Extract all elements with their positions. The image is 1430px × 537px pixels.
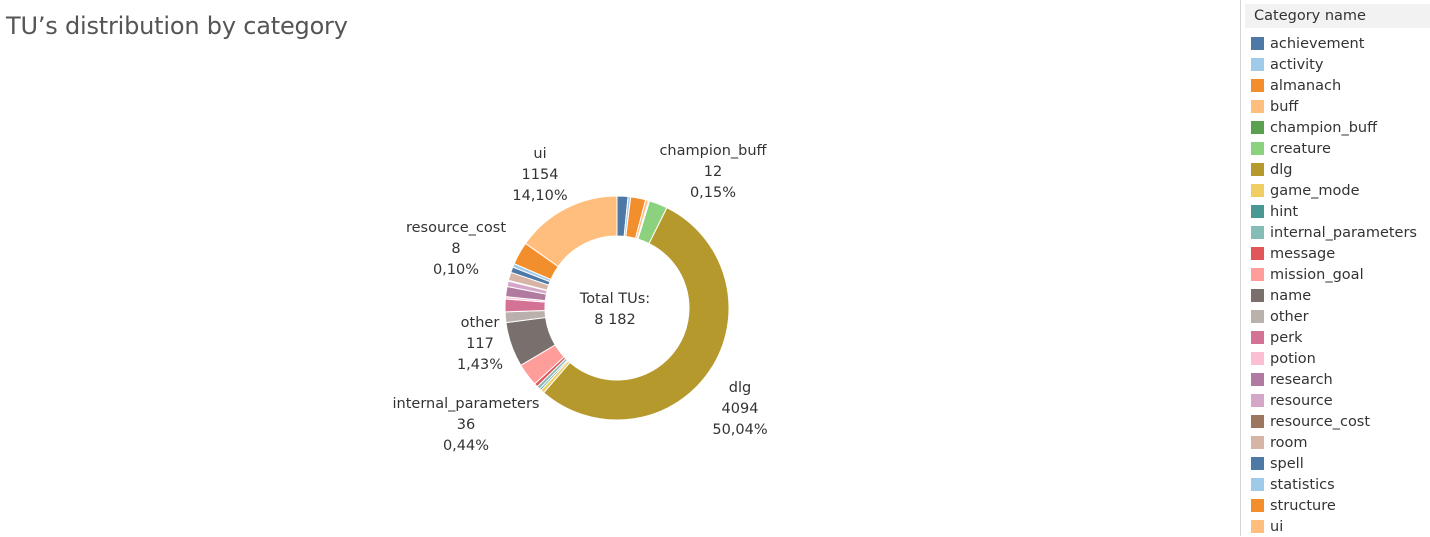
legend-label: spell	[1270, 455, 1304, 472]
slice-label-dlg: dlg 4094 50,04%	[712, 380, 767, 438]
legend-swatch	[1251, 58, 1264, 71]
legend-swatch	[1251, 478, 1264, 491]
legend-item-resource-cost[interactable]: resource_cost	[1251, 411, 1417, 432]
center-label: Total TUs:	[579, 291, 650, 307]
legend-label: creature	[1270, 140, 1331, 157]
donut-chart: Total TUs: 8 182 champion_buff 12 0,15%dlg…	[393, 143, 768, 454]
legend-swatch	[1251, 457, 1264, 470]
slice-dlg[interactable]	[543, 207, 730, 421]
legend-swatch	[1251, 373, 1264, 386]
legend-label: ui	[1270, 518, 1284, 535]
legend-item-research[interactable]: research	[1251, 369, 1417, 390]
legend-label: structure	[1270, 497, 1336, 514]
legend-label: resource_cost	[1270, 413, 1371, 430]
legend-label: activity	[1270, 56, 1324, 73]
slice-label-ui: ui 1154 14,10%	[512, 146, 567, 204]
legend-label: name	[1270, 287, 1312, 304]
legend-swatch	[1251, 331, 1264, 344]
legend-swatch	[1251, 436, 1264, 449]
legend-item-almanach[interactable]: almanach	[1251, 75, 1417, 96]
legend-item-internal-parameters[interactable]: internal_parameters	[1251, 222, 1417, 243]
legend-label: resource	[1270, 392, 1333, 409]
legend-item-spell[interactable]: spell	[1251, 453, 1417, 474]
legend-item-mission-goal[interactable]: mission_goal	[1251, 264, 1417, 285]
slice-label-other: other 117 1,43%	[457, 315, 503, 373]
legend-label: game_mode	[1270, 182, 1360, 199]
legend-swatch	[1251, 520, 1264, 533]
legend-label: almanach	[1270, 77, 1342, 94]
legend-swatch	[1251, 268, 1264, 281]
legend-item-other[interactable]: other	[1251, 306, 1417, 327]
legend-item-name[interactable]: name	[1251, 285, 1417, 306]
chart-title: TU’s distribution by category	[6, 12, 348, 40]
legend-swatch	[1251, 289, 1264, 302]
legend-label: other	[1270, 308, 1309, 325]
legend-swatch	[1251, 394, 1264, 407]
legend-label: hint	[1270, 203, 1299, 220]
legend-item-hint[interactable]: hint	[1251, 201, 1417, 222]
legend-label: mission_goal	[1270, 266, 1364, 283]
legend-swatch	[1251, 205, 1264, 218]
legend-label: achievement	[1270, 35, 1365, 52]
legend-item-activity[interactable]: activity	[1251, 54, 1417, 75]
legend-item-message[interactable]: message	[1251, 243, 1417, 264]
legend-label: champion_buff	[1270, 119, 1378, 136]
legend-swatch	[1251, 79, 1264, 92]
legend-label: statistics	[1270, 476, 1335, 493]
legend-label: dlg	[1270, 161, 1293, 178]
legend-swatch	[1251, 310, 1264, 323]
legend-items: achievement activity almanach buff champion_…	[1251, 33, 1417, 537]
legend-item-ui[interactable]: ui	[1251, 516, 1417, 537]
center-total: 8 182	[594, 312, 636, 328]
legend-item-achievement[interactable]: achievement	[1251, 33, 1417, 54]
legend-swatch	[1251, 352, 1264, 365]
legend-item-statistics[interactable]: statistics	[1251, 474, 1417, 495]
legend-item-champion-buff[interactable]: champion_buff	[1251, 117, 1417, 138]
slice-label-resource-cost: resource_cost 8 0,10%	[406, 220, 506, 278]
legend-item-potion[interactable]: potion	[1251, 348, 1417, 369]
legend-label: room	[1270, 434, 1308, 451]
legend-label: potion	[1270, 350, 1316, 367]
legend-title: Category name	[1245, 4, 1430, 28]
legend-label: buff	[1270, 98, 1299, 115]
legend-swatch	[1251, 247, 1264, 260]
legend-swatch	[1251, 100, 1264, 113]
legend-item-structure[interactable]: structure	[1251, 495, 1417, 516]
slice-label-internal-parameters: internal_parameters 36 0,44%	[393, 396, 540, 454]
legend-item-buff[interactable]: buff	[1251, 96, 1417, 117]
legend-item-dlg[interactable]: dlg	[1251, 159, 1417, 180]
legend-item-room[interactable]: room	[1251, 432, 1417, 453]
legend-label: message	[1270, 245, 1336, 262]
legend-label: perk	[1270, 329, 1303, 346]
legend-swatch	[1251, 37, 1264, 50]
legend: Category name achievement activity almanac…	[1240, 0, 1430, 536]
legend-item-game-mode[interactable]: game_mode	[1251, 180, 1417, 201]
legend-swatch	[1251, 142, 1264, 155]
legend-swatch	[1251, 163, 1264, 176]
legend-item-creature[interactable]: creature	[1251, 138, 1417, 159]
legend-label: internal_parameters	[1270, 224, 1417, 241]
legend-swatch	[1251, 184, 1264, 197]
legend-label: research	[1270, 371, 1333, 388]
legend-swatch	[1251, 499, 1264, 512]
legend-item-perk[interactable]: perk	[1251, 327, 1417, 348]
legend-item-resource[interactable]: resource	[1251, 390, 1417, 411]
legend-swatch	[1251, 226, 1264, 239]
slice-label-champion-buff: champion_buff 12 0,15%	[659, 143, 767, 201]
slice-ui[interactable]	[524, 195, 618, 268]
legend-swatch	[1251, 121, 1264, 134]
legend-swatch	[1251, 415, 1264, 428]
